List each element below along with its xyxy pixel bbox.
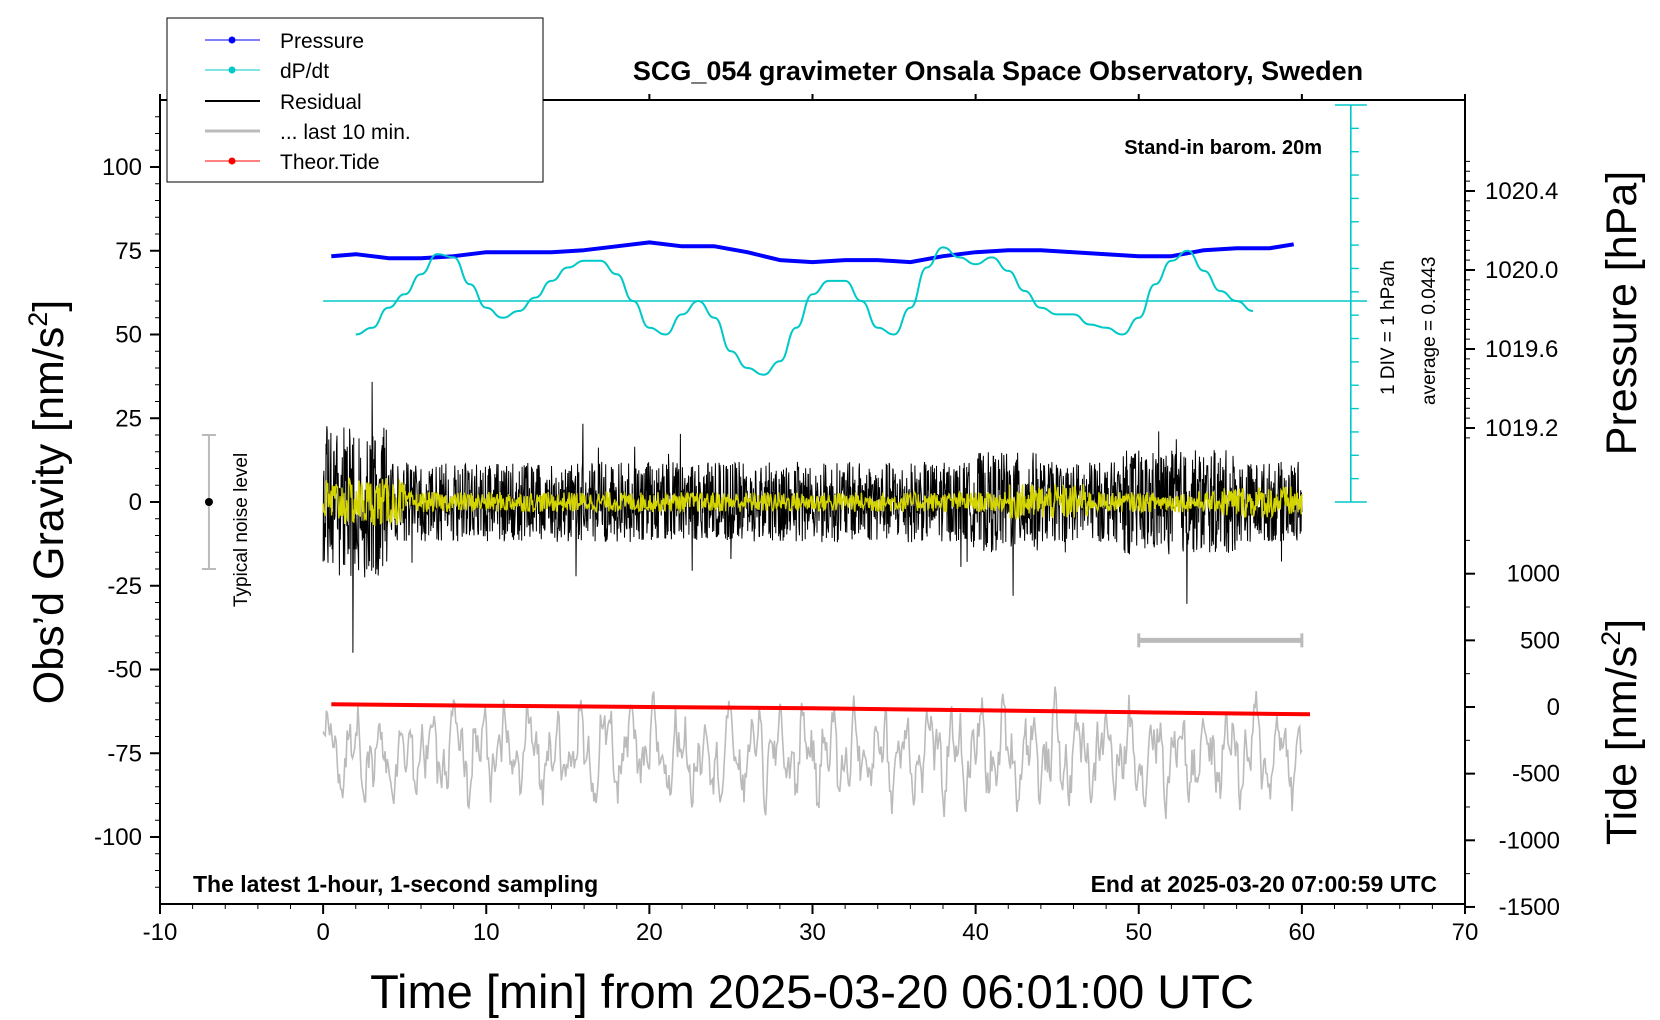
residual-series-line bbox=[322, 381, 1303, 653]
gravity-tick-label: -75 bbox=[107, 740, 142, 767]
tide-tick-label: -500 bbox=[1512, 761, 1560, 788]
data-traces bbox=[322, 240, 1368, 819]
gravity-tick-label: -25 bbox=[107, 573, 142, 600]
gravity-tick-label: 50 bbox=[115, 322, 142, 349]
legend: Pressure dP/dt Residual ... last 10 min.… bbox=[166, 17, 544, 183]
gravity-tick-label: 75 bbox=[115, 238, 142, 265]
latest-sampling-label: The latest 1-hour, 1-second sampling bbox=[193, 871, 598, 897]
residual-smoothed-line bbox=[322, 477, 1303, 527]
legend-tide-marker bbox=[228, 157, 236, 165]
pressure-series-line bbox=[331, 240, 1295, 265]
last-10-min-series-line bbox=[322, 686, 1303, 819]
tide-tick-label: -1000 bbox=[1499, 827, 1560, 854]
x-tick-label: 40 bbox=[962, 919, 989, 946]
tide-tick-label: 500 bbox=[1520, 627, 1560, 654]
x-tick-label: -10 bbox=[143, 919, 178, 946]
gravity-axis-label-sup: 2 bbox=[23, 312, 53, 327]
chart-title: SCG_054 gravimeter Onsala Space Observat… bbox=[633, 56, 1363, 86]
x-tick-label: 70 bbox=[1452, 919, 1479, 946]
pressure-axis-ticks: 1020.4 1020.0 1019.6 1019.2 bbox=[1465, 160, 1558, 442]
dpdt-scale-bar bbox=[1334, 104, 1367, 503]
average-label: average = 0.0443 bbox=[1419, 257, 1440, 405]
noise-level-bar bbox=[201, 434, 216, 570]
end-time-label: End at 2025-03-20 07:00:59 UTC bbox=[1091, 871, 1437, 897]
legend-last10-label: ... last 10 min. bbox=[280, 121, 411, 144]
legend-dpdt-label: dP/dt bbox=[280, 60, 329, 83]
legend-dpdt-marker bbox=[228, 66, 236, 74]
div-label: 1 DIV = 1 hPa/h bbox=[1378, 260, 1399, 395]
tide-axis-label-main: Tide [nm/s bbox=[1598, 646, 1646, 845]
gravity-tick-label: -50 bbox=[107, 657, 142, 684]
gravity-axis-label-main: Obs’d Gravity [nm/s bbox=[25, 327, 73, 705]
x-axis-label: Time [min] from 2025-03-20 06:01:00 UTC bbox=[370, 965, 1254, 1018]
pressure-tick-label: 1020.4 bbox=[1485, 178, 1558, 205]
noise-bar-center bbox=[204, 498, 213, 506]
legend-pressure-label: Pressure bbox=[280, 30, 364, 53]
x-tick-label: 30 bbox=[799, 919, 826, 946]
gravity-tick-label: -100 bbox=[94, 824, 142, 851]
tide-axis-label-sup: 2 bbox=[1596, 631, 1626, 646]
x-tick-label: 20 bbox=[636, 919, 663, 946]
tide-axis-label: Tide [nm/s2] bbox=[1596, 619, 1646, 845]
legend-tide-label: Theor.Tide bbox=[280, 151, 380, 174]
x-tick-label: 60 bbox=[1289, 919, 1316, 946]
legend-pressure-marker bbox=[228, 36, 236, 44]
pressure-tick-label: 1019.6 bbox=[1485, 336, 1558, 363]
x-tick-label: 10 bbox=[473, 919, 500, 946]
gravity-axis-ticks: 100 75 50 25 0 -25 -50 -75 -100 bbox=[94, 116, 160, 888]
tide-axis-ticks: 1000 500 0 -500 -1000 -1500 bbox=[1465, 539, 1560, 921]
dpdt-series-line bbox=[355, 246, 1254, 376]
tide-series-line bbox=[331, 702, 1311, 717]
gravity-axis-label-end: ] bbox=[25, 300, 73, 312]
tide-axis-label-end: ] bbox=[1598, 619, 1646, 631]
gravity-tick-label: 100 bbox=[102, 154, 142, 181]
pressure-axis-label: Pressure [hPa] bbox=[1598, 171, 1646, 455]
tide-tick-label: 0 bbox=[1547, 694, 1560, 721]
x-tick-label: 0 bbox=[316, 919, 329, 946]
x-tick-label: 50 bbox=[1125, 919, 1152, 946]
pressure-tick-label: 1020.0 bbox=[1485, 257, 1558, 284]
tide-tick-label: -1500 bbox=[1499, 894, 1560, 921]
pressure-tick-label: 1019.2 bbox=[1485, 415, 1558, 442]
tide-tick-label: 1000 bbox=[1507, 561, 1560, 588]
x-axis-ticks: -10 0 10 20 30 40 50 60 70 bbox=[143, 94, 1479, 946]
gravity-axis-label: Obs’d Gravity [nm/s2] bbox=[23, 300, 73, 705]
noise-level-label: Typical noise level bbox=[231, 453, 252, 607]
legend-residual-label: Residual bbox=[280, 91, 362, 114]
gravity-tick-label: 25 bbox=[115, 405, 142, 432]
stand-in-label: Stand-in barom. 20m bbox=[1124, 137, 1322, 159]
gravity-tick-label: 0 bbox=[129, 489, 142, 516]
